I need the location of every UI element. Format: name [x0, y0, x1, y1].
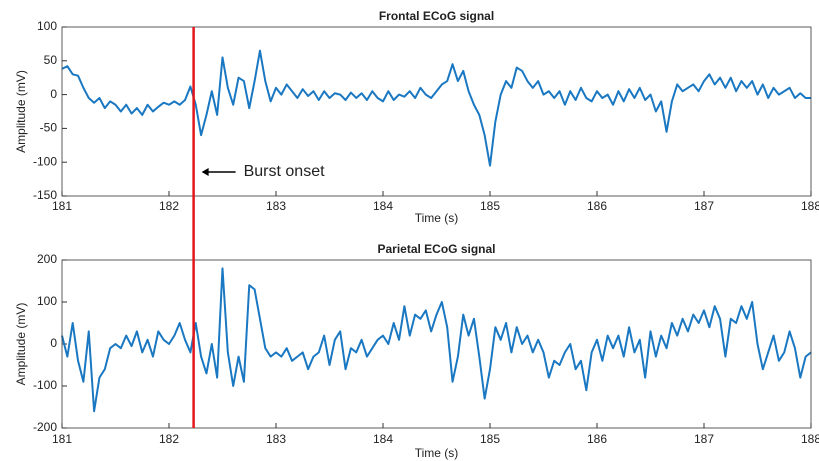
- chart-title: Parietal ECoG signal: [377, 242, 495, 256]
- y-tick-label: -100: [33, 378, 57, 392]
- x-tick-label: 188: [801, 199, 819, 213]
- x-tick-label: 187: [694, 199, 714, 213]
- annotation-arrowhead: [201, 168, 209, 176]
- x-tick-label: 186: [587, 199, 607, 213]
- x-tick-label: 181: [52, 199, 72, 213]
- x-tick-label: 182: [159, 432, 179, 446]
- x-tick-label: 182: [159, 199, 179, 213]
- y-tick-label: 0: [50, 336, 57, 350]
- x-tick-label: 188: [801, 432, 819, 446]
- signal-line: [61, 267, 812, 413]
- x-tick-label: 181: [52, 432, 72, 446]
- plot-area: [62, 260, 811, 428]
- chart-title: Frontal ECoG signal: [379, 9, 494, 23]
- axes-box: [61, 26, 812, 197]
- y-tick-label: 100: [37, 294, 57, 308]
- y-tick-label: -50: [40, 121, 58, 135]
- y-tick-label: -100: [33, 154, 57, 168]
- axes-box: [61, 259, 812, 429]
- y-tick-label: -150: [33, 188, 57, 202]
- x-tick-label: 187: [694, 432, 714, 446]
- x-tick-label: 186: [587, 432, 607, 446]
- y-axis-label: Amplitude (mV): [14, 70, 28, 153]
- y-axis-label: Amplitude (mV): [14, 303, 28, 386]
- y-tick-label: -200: [33, 420, 57, 434]
- x-axis-label: Time (s): [415, 446, 459, 460]
- y-tick-label: 100: [37, 19, 57, 33]
- x-tick-label: 183: [266, 199, 286, 213]
- annotation-text: Burst onset: [244, 163, 325, 180]
- x-tick-label: 185: [480, 199, 500, 213]
- plot-area: [62, 27, 811, 196]
- y-tick-label: 0: [50, 87, 57, 101]
- x-tick-label: 184: [373, 432, 393, 446]
- y-tick-label: 50: [44, 53, 58, 67]
- x-tick-label: 185: [480, 432, 500, 446]
- signal-line: [61, 49, 811, 167]
- y-tick-label: 200: [37, 252, 57, 266]
- x-tick-label: 183: [266, 432, 286, 446]
- x-axis-label: Time (s): [415, 211, 459, 225]
- x-tick-label: 184: [373, 199, 393, 213]
